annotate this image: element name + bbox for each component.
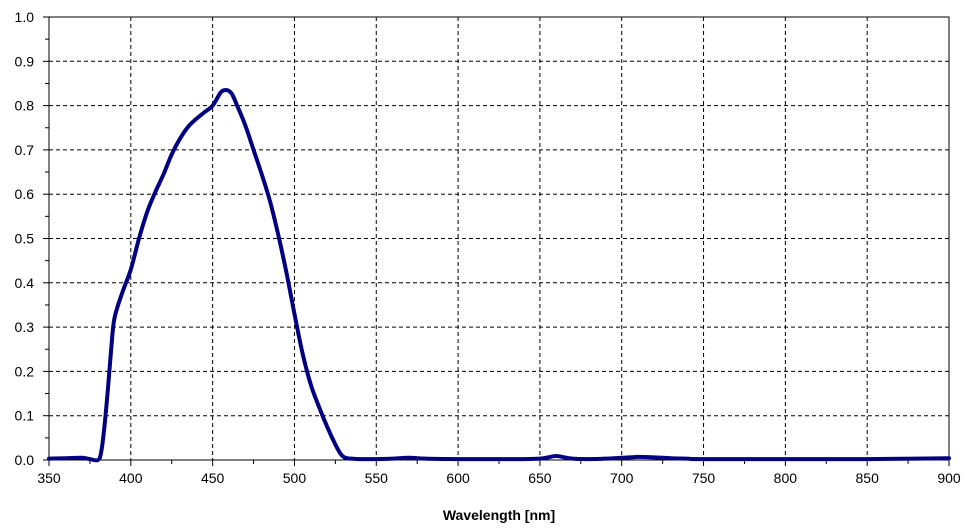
y-tick-label-1: 1.0: [15, 9, 35, 25]
y-tick-label-0.5: 0.5: [15, 231, 35, 247]
x-tick-label-900: 900: [937, 470, 961, 486]
y-tick-label-0.1: 0.1: [15, 408, 35, 424]
x-tick-label-850: 850: [856, 470, 880, 486]
x-tick-label-400: 400: [119, 470, 143, 486]
y-axis-tick-labels: 0.0 0.1 0.2 0.3 0.4 0.5 0.6 0.7 0.8 0.9 1.0: [15, 9, 35, 468]
x-tick-label-600: 600: [446, 470, 470, 486]
y-axis-ticks: [43, 16, 49, 461]
vertical-gridlines: [130, 17, 868, 460]
y-tick-label-0: 0.0: [15, 452, 35, 468]
x-tick-label-450: 450: [201, 470, 225, 486]
y-tick-label-0.9: 0.9: [15, 53, 35, 69]
y-tick-label-0.2: 0.2: [15, 363, 35, 379]
x-axis-tick-labels: 350 400 450 500 550 600 650 700 750 800 850 900: [37, 470, 961, 486]
x-tick-label-800: 800: [774, 470, 798, 486]
x-tick-label-550: 550: [365, 470, 389, 486]
x-tick-label-500: 500: [283, 470, 307, 486]
series-line: [47, 88, 951, 463]
x-tick-label-650: 650: [528, 470, 552, 486]
x-tick-label-350: 350: [37, 470, 61, 486]
y-tick-label-0.3: 0.3: [15, 319, 35, 335]
x-tick-label-750: 750: [692, 470, 716, 486]
x-axis-title: Wavelength [nm]: [443, 507, 555, 523]
y-tick-label-0.6: 0.6: [15, 186, 35, 202]
horizontal-gridlines: [49, 60, 949, 417]
x-tick-label-700: 700: [610, 470, 634, 486]
y-tick-label-0.8: 0.8: [15, 98, 35, 114]
y-tick-label-0.4: 0.4: [15, 275, 35, 291]
y-tick-label-0.7: 0.7: [15, 142, 35, 158]
